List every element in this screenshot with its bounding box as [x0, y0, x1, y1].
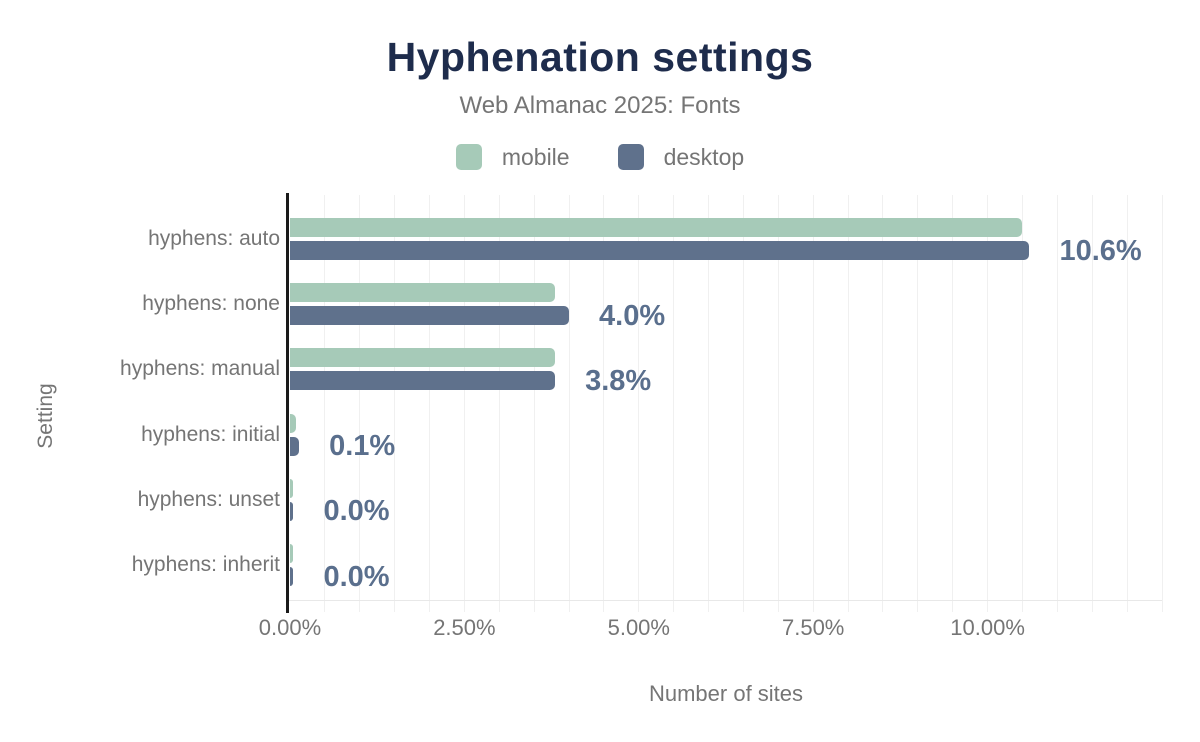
- gridline: [777, 195, 779, 612]
- category-label: hyphens: unset: [137, 487, 280, 511]
- x-tick-label: 7.50%: [781, 615, 845, 640]
- bar-mobile[interactable]: [290, 283, 556, 303]
- chart-title: Hyphenation settings: [386, 34, 814, 80]
- gridline: [1126, 195, 1128, 612]
- mobile-swatch-icon: [455, 144, 482, 170]
- gridline: [673, 195, 675, 612]
- gridline: [429, 195, 431, 612]
- legend-label-mobile: mobile: [501, 143, 570, 170]
- gridline: [359, 195, 361, 612]
- gridline: [568, 195, 570, 612]
- x-axis-title: Number of sites: [648, 681, 804, 706]
- gridline: [847, 195, 849, 612]
- gridline: [603, 195, 605, 612]
- bar-desktop[interactable]: [290, 567, 294, 586]
- gridline: [917, 195, 919, 612]
- gridline: [952, 195, 954, 612]
- bar-mobile[interactable]: [290, 218, 1023, 237]
- category-label: hyphens: inherit: [131, 553, 280, 576]
- bar-desktop[interactable]: [290, 436, 300, 456]
- category-label: hyphens: manual: [120, 357, 280, 381]
- x-tick-label: 5.00%: [607, 615, 670, 640]
- gridline: [1056, 195, 1058, 612]
- gridline: [882, 195, 884, 612]
- legend-item-desktop[interactable]: desktop: [617, 143, 745, 171]
- gridline: [638, 195, 640, 612]
- legend-item-mobile[interactable]: mobile: [455, 143, 570, 171]
- category-label: hyphens: auto: [148, 227, 280, 250]
- desktop-swatch-icon: [617, 144, 644, 170]
- gridline: [394, 195, 396, 612]
- gridline: [1021, 195, 1023, 612]
- bar-desktop[interactable]: [290, 241, 1030, 260]
- x-tick-label: 10.00%: [950, 615, 1025, 640]
- bar-desktop[interactable]: [290, 306, 570, 326]
- gridline: [742, 195, 744, 612]
- gridline: [324, 195, 326, 612]
- gridline: [987, 195, 989, 612]
- bar-mobile[interactable]: [290, 544, 293, 563]
- gridline: [1091, 195, 1093, 612]
- value-label: 0.1%: [329, 430, 396, 463]
- bar-desktop[interactable]: [290, 371, 556, 391]
- gridline: [463, 195, 465, 612]
- bar-mobile[interactable]: [290, 413, 296, 433]
- x-axis-baseline: [287, 600, 1162, 601]
- value-label: 4.0%: [599, 299, 666, 332]
- category-label: hyphens: initial: [141, 422, 280, 446]
- x-tick-label: 2.50%: [433, 615, 496, 640]
- bar-mobile[interactable]: [290, 478, 293, 498]
- value-label: 0.0%: [323, 560, 390, 593]
- legend-label-desktop: desktop: [663, 143, 745, 170]
- value-label: 10.6%: [1059, 234, 1142, 267]
- gridline: [498, 195, 500, 612]
- bar-mobile[interactable]: [290, 348, 556, 368]
- chart-subtitle: Web Almanac 2025: Fonts: [459, 92, 741, 119]
- x-tick-label: 0.00%: [258, 615, 322, 640]
- y-axis-line: [286, 193, 289, 613]
- value-label: 3.8%: [585, 364, 652, 397]
- bar-desktop[interactable]: [290, 501, 294, 521]
- y-axis-title: Setting: [34, 383, 57, 449]
- gridline: [708, 195, 710, 612]
- gridline: [812, 195, 814, 612]
- value-label: 0.0%: [323, 495, 390, 528]
- gridline: [1161, 195, 1163, 612]
- legend: mobile desktop: [0, 141, 1200, 173]
- gridline: [533, 195, 535, 612]
- category-label: hyphens: none: [142, 292, 280, 316]
